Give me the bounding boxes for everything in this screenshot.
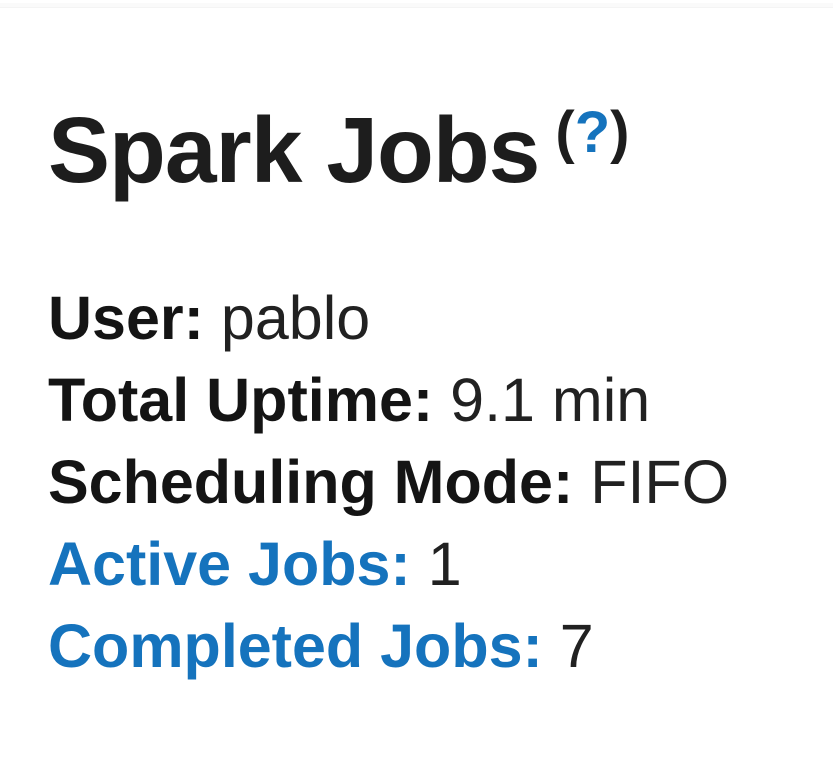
user-value: pablo — [220, 284, 371, 353]
summary-item-user: User: pablo — [48, 277, 813, 359]
summary-item-completed-jobs: Completed Jobs: 7 — [48, 605, 813, 687]
top-divider — [0, 3, 833, 8]
total-uptime-value: 9.1 min — [450, 366, 651, 435]
summary-item-total-uptime: Total Uptime: 9.1 min — [48, 359, 813, 441]
summary-item-active-jobs: Active Jobs: 1 — [48, 523, 813, 605]
help-sup: (?) — [555, 100, 629, 165]
user-label: User: — [48, 284, 204, 353]
active-jobs-count: 1 — [427, 530, 462, 599]
scheduling-mode-value: FIFO — [590, 448, 730, 517]
help-tooltip-link[interactable]: ? — [574, 100, 611, 165]
job-summary-list: User: pablo Total Uptime: 9.1 min Schedu… — [48, 277, 813, 687]
help-close-paren: ) — [610, 100, 630, 165]
page-title: Spark Jobs (?) — [48, 99, 813, 201]
help-open-paren: ( — [555, 100, 575, 165]
scheduling-mode-label: Scheduling Mode: — [48, 448, 574, 517]
completed-jobs-count: 7 — [559, 612, 594, 681]
active-jobs-link[interactable]: Active Jobs: — [48, 530, 411, 599]
total-uptime-label: Total Uptime: — [48, 366, 434, 435]
completed-jobs-link[interactable]: Completed Jobs: — [48, 612, 543, 681]
page-title-text: Spark Jobs — [48, 98, 540, 202]
main-content: Spark Jobs (?) User: pablo Total Uptime: … — [48, 0, 813, 687]
summary-item-scheduling-mode: Scheduling Mode: FIFO — [48, 441, 813, 523]
